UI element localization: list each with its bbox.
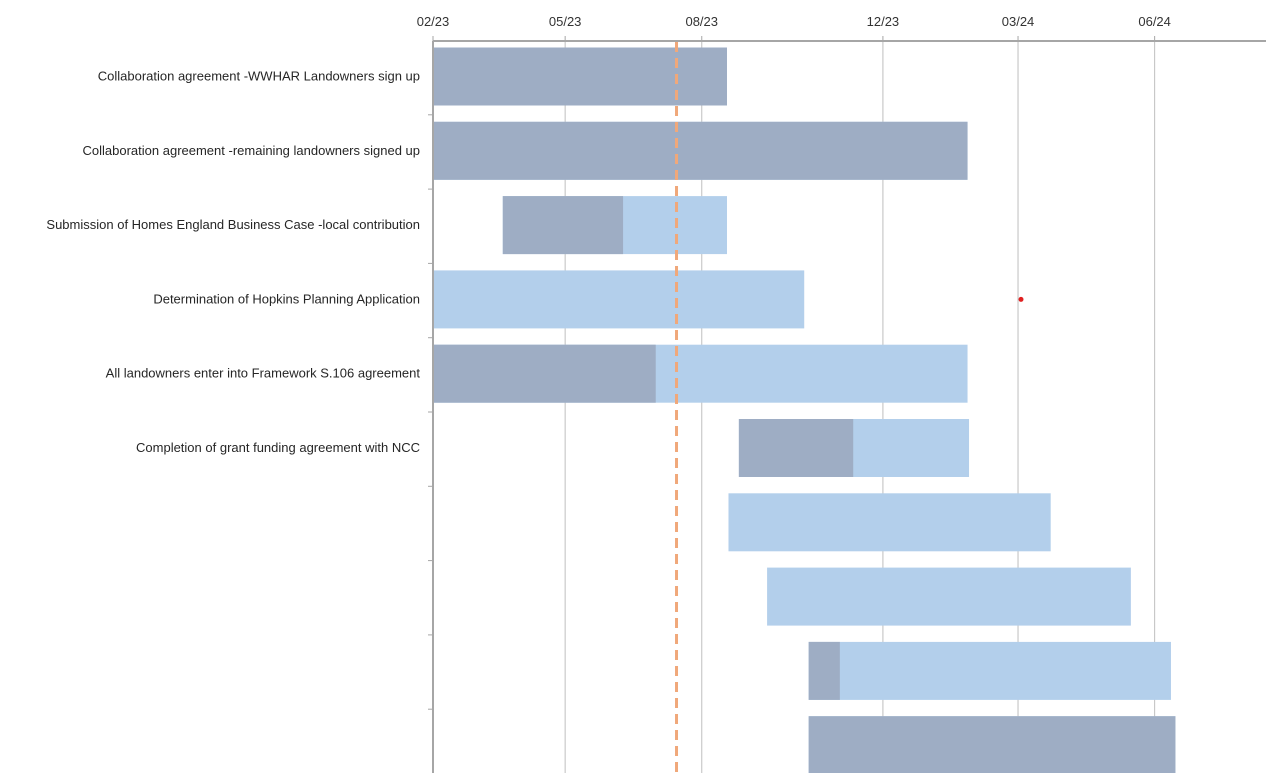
x-tick-label: 12/23 bbox=[867, 14, 900, 29]
task-progress-9 bbox=[808, 641, 840, 700]
task-bar-7 bbox=[728, 493, 1051, 552]
task-progress-6 bbox=[738, 419, 854, 477]
task-bars bbox=[433, 47, 1176, 773]
x-tick-label: 02/23 bbox=[417, 14, 450, 29]
axes: 02/23 05/23 08/23 12/23 03/24 06/24 bbox=[417, 14, 1266, 773]
task-bar-9 bbox=[808, 641, 1171, 700]
task-label-6: Completion of grant funding agreement wi… bbox=[136, 440, 420, 455]
task-progress-3 bbox=[502, 196, 624, 255]
task-progress-2 bbox=[433, 121, 968, 180]
task-label-4: Determination of Hopkins Planning Applic… bbox=[153, 291, 420, 306]
task-label-2: Collaboration agreement -remaining lando… bbox=[83, 143, 420, 158]
task-label-5: All landowners enter into Framework S.10… bbox=[106, 366, 421, 381]
task-bar-4 bbox=[433, 270, 805, 329]
annotation-dot bbox=[1018, 296, 1024, 302]
x-tick-label: 08/23 bbox=[685, 14, 718, 29]
task-label-3: Submission of Homes England Business Cas… bbox=[46, 217, 420, 232]
x-tick-label: 05/23 bbox=[549, 14, 582, 29]
task-label-1: Collaboration agreement -WWHAR Landowner… bbox=[98, 69, 420, 84]
markers bbox=[675, 42, 1024, 773]
x-tick-label: 06/24 bbox=[1138, 14, 1171, 29]
task-bar-8 bbox=[767, 567, 1131, 626]
task-progress-10 bbox=[808, 716, 1176, 773]
task-progress-1 bbox=[433, 47, 727, 106]
task-progress-5 bbox=[433, 344, 656, 403]
x-tick-label: 03/24 bbox=[1002, 14, 1035, 29]
task-labels: Collaboration agreement -WWHAR Landowner… bbox=[46, 69, 420, 456]
